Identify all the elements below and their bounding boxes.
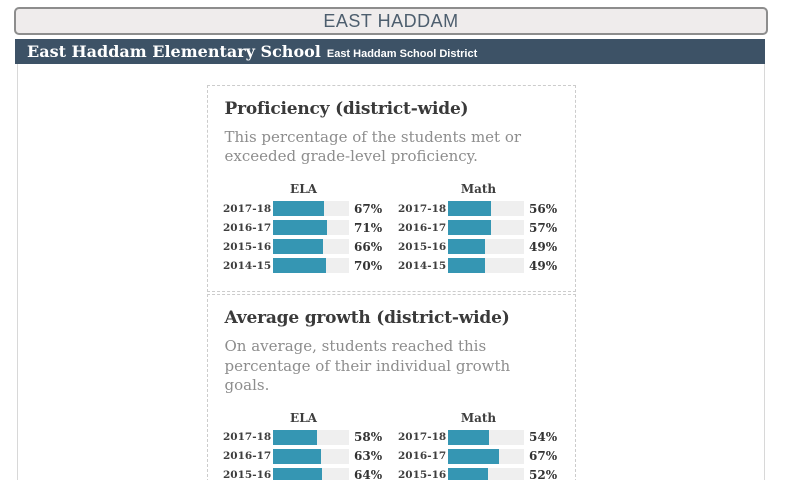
cards-container: Proficiency (district-wide) This percent… (17, 64, 765, 480)
bar-row: 2017-18 54% (398, 429, 559, 445)
bar-value: 67% (529, 449, 558, 464)
metric-card: Proficiency (district-wide) This percent… (206, 85, 576, 293)
bar-track (448, 220, 524, 236)
year-label: 2015-16 (223, 240, 272, 253)
bar-track (273, 220, 349, 236)
bar-fill (273, 429, 318, 445)
bar-value: 58% (354, 430, 383, 445)
year-label: 2014-15 (223, 259, 272, 272)
chart-rows: 2017-18 58% 2016-17 63% 2015-16 64% (223, 429, 384, 480)
charts-row: ELA 2017-18 58% 2016-17 63% 2015-16 64% … (223, 411, 559, 480)
bar-row: 2016-17 71% (223, 220, 384, 236)
section-title: Proficiency (district-wide) (224, 99, 469, 119)
year-label: 2015-16 (398, 469, 447, 480)
bar-track (273, 429, 349, 445)
bar-fill (273, 448, 321, 464)
bar-fill (273, 201, 324, 217)
district-name: East Haddam School District (326, 48, 478, 60)
chart-column: Math 2017-18 54% 2016-17 67% 2015-16 52% (398, 411, 559, 480)
bar-row: 2015-16 52% (398, 467, 559, 480)
bar-value: 54% (529, 430, 558, 445)
bar-fill (448, 448, 499, 464)
bar-track (273, 448, 349, 464)
bar-value: 67% (354, 201, 383, 216)
bar-fill (448, 258, 486, 274)
section-title: Average growth (district-wide) (224, 308, 510, 329)
bar-value: 57% (529, 220, 558, 235)
section-description: This percentage of the students met or e… (224, 128, 522, 166)
chart-subject-label: ELA (290, 410, 317, 425)
year-label: 2015-16 (398, 240, 447, 253)
bar-row: 2017-18 67% (223, 201, 384, 217)
bar-fill (448, 467, 488, 480)
year-label: 2017-18 (223, 431, 272, 444)
bar-track (448, 429, 524, 445)
year-label: 2016-17 (398, 221, 447, 234)
bar-row: 2015-16 66% (223, 239, 384, 255)
bar-row: 2015-16 64% (223, 467, 384, 480)
bar-fill (448, 239, 486, 255)
bar-value: 71% (354, 220, 383, 235)
year-label: 2016-17 (398, 450, 447, 463)
chart-rows: 2017-18 54% 2016-17 67% 2015-16 52% (398, 429, 559, 480)
year-label: 2014-15 (398, 259, 447, 272)
chart-subject-label: Math (460, 410, 497, 425)
chart-column: ELA 2017-18 67% 2016-17 71% 2015-16 66% … (223, 182, 384, 277)
bar-track (273, 258, 349, 274)
section-description: On average, students reached this percen… (224, 337, 511, 394)
bar-row: 2014-15 49% (398, 258, 559, 274)
bar-value: 56% (529, 201, 558, 216)
year-label: 2017-18 (398, 431, 447, 444)
bar-track (273, 201, 349, 217)
bar-value: 49% (529, 239, 558, 254)
bar-fill (273, 258, 327, 274)
chart-rows: 2017-18 56% 2016-17 57% 2015-16 49% 2014… (398, 201, 559, 277)
bar-row: 2016-17 57% (398, 220, 559, 236)
bar-row: 2014-15 70% (223, 258, 384, 274)
bar-fill (273, 239, 324, 255)
bar-value: 66% (354, 239, 383, 254)
bar-row: 2015-16 49% (398, 239, 559, 255)
chart-subject-label: ELA (290, 182, 317, 197)
bar-fill (273, 220, 327, 236)
chart-rows: 2017-18 67% 2016-17 71% 2015-16 66% 2014… (223, 201, 384, 277)
school-name: East Haddam Elementary School (27, 42, 321, 61)
bar-value: 63% (354, 449, 383, 464)
bar-row: 2016-17 63% (223, 448, 384, 464)
bar-track (448, 448, 524, 464)
chart-subject-label: Math (460, 182, 497, 197)
bar-value: 49% (529, 258, 558, 273)
metric-card: Average growth (district-wide) On averag… (206, 294, 576, 480)
bar-row: 2017-18 56% (398, 201, 559, 217)
bar-fill (448, 429, 490, 445)
bar-track (273, 239, 349, 255)
year-label: 2016-17 (223, 221, 272, 234)
bar-track (448, 239, 524, 255)
district-banner-button[interactable]: EAST HADDAM (14, 7, 768, 35)
year-label: 2016-17 (223, 450, 272, 463)
chart-column: ELA 2017-18 58% 2016-17 63% 2015-16 64% (223, 411, 384, 480)
bar-track (448, 201, 524, 217)
school-header: East Haddam Elementary School East Haddam… (15, 39, 765, 64)
bar-row: 2017-18 58% (223, 429, 384, 445)
bar-fill (448, 201, 491, 217)
year-label: 2015-16 (223, 469, 272, 480)
bar-track (273, 467, 349, 480)
bar-row: 2016-17 67% (398, 448, 559, 464)
bar-fill (448, 220, 492, 236)
district-banner-label: EAST HADDAM (323, 10, 459, 31)
charts-row: ELA 2017-18 67% 2016-17 71% 2015-16 66% … (223, 182, 559, 277)
bar-fill (273, 467, 322, 480)
bar-value: 64% (354, 468, 383, 480)
year-label: 2017-18 (223, 202, 272, 215)
bar-track (448, 258, 524, 274)
chart-column: Math 2017-18 56% 2016-17 57% 2015-16 49%… (398, 182, 559, 277)
bar-value: 70% (354, 258, 383, 273)
bar-value: 52% (529, 468, 558, 480)
year-label: 2017-18 (398, 202, 447, 215)
bar-track (448, 467, 524, 480)
